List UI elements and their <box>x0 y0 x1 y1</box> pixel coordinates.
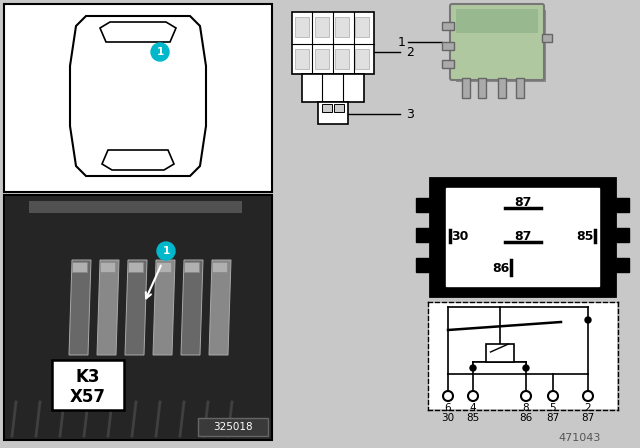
Bar <box>292 12 374 74</box>
Bar <box>156 262 171 272</box>
Bar <box>442 60 454 68</box>
Bar <box>212 262 227 272</box>
Bar <box>416 228 432 242</box>
Circle shape <box>151 43 169 61</box>
Circle shape <box>585 317 591 323</box>
Text: 325018: 325018 <box>213 422 253 432</box>
Bar <box>100 262 115 272</box>
Bar <box>442 22 454 30</box>
Bar <box>184 262 199 272</box>
Polygon shape <box>209 260 231 355</box>
Bar <box>442 42 454 50</box>
Bar <box>295 49 309 69</box>
Bar <box>315 49 329 69</box>
Bar <box>430 178 615 296</box>
Text: 471043: 471043 <box>559 433 601 443</box>
Text: 85: 85 <box>576 229 594 242</box>
Bar <box>462 78 470 98</box>
Bar <box>318 102 348 124</box>
Bar <box>4 4 272 192</box>
Circle shape <box>470 365 476 371</box>
Text: 87: 87 <box>581 413 595 423</box>
Text: 2: 2 <box>406 46 414 59</box>
Bar <box>355 49 369 69</box>
Text: X57: X57 <box>70 388 106 406</box>
Bar <box>322 104 332 112</box>
Bar <box>5 196 271 439</box>
Bar <box>456 9 538 33</box>
Bar <box>295 17 309 37</box>
Bar <box>355 17 369 37</box>
Text: 86: 86 <box>492 262 509 275</box>
Polygon shape <box>69 260 91 355</box>
Polygon shape <box>97 260 119 355</box>
Bar <box>72 262 87 272</box>
Text: 4: 4 <box>470 403 476 413</box>
Text: 87: 87 <box>514 195 531 208</box>
Text: 1: 1 <box>156 47 164 57</box>
Circle shape <box>157 242 175 260</box>
Bar <box>416 258 432 272</box>
Text: 2: 2 <box>585 403 591 413</box>
Bar <box>613 228 629 242</box>
FancyBboxPatch shape <box>450 4 544 80</box>
Bar <box>478 78 486 98</box>
Text: K3: K3 <box>76 368 100 386</box>
Bar <box>4 195 272 440</box>
Bar <box>429 303 617 409</box>
Bar <box>498 78 506 98</box>
Text: 8: 8 <box>523 403 529 413</box>
Bar <box>446 188 599 286</box>
Text: 3: 3 <box>406 108 414 121</box>
Text: 30: 30 <box>451 229 468 242</box>
Polygon shape <box>181 260 203 355</box>
Bar <box>128 262 143 272</box>
Circle shape <box>523 365 529 371</box>
Text: 87: 87 <box>547 413 559 423</box>
Bar <box>613 258 629 272</box>
Bar <box>29 201 242 213</box>
Polygon shape <box>153 260 175 355</box>
Text: 6: 6 <box>445 403 451 413</box>
Text: 85: 85 <box>467 413 479 423</box>
Circle shape <box>468 391 478 401</box>
Text: 1: 1 <box>398 35 406 48</box>
Text: 86: 86 <box>520 413 532 423</box>
Bar <box>456 10 546 82</box>
Circle shape <box>521 391 531 401</box>
Bar <box>302 74 364 102</box>
Circle shape <box>583 391 593 401</box>
Circle shape <box>443 391 453 401</box>
Bar <box>335 49 349 69</box>
Text: 1: 1 <box>163 246 170 256</box>
Text: 30: 30 <box>442 413 454 423</box>
Bar <box>486 344 513 362</box>
Bar <box>473 362 526 374</box>
Bar <box>516 78 524 98</box>
Bar <box>334 104 344 112</box>
Circle shape <box>548 391 558 401</box>
Bar <box>315 17 329 37</box>
Text: 5: 5 <box>550 403 556 413</box>
Bar <box>416 198 432 212</box>
Text: 87: 87 <box>514 229 531 242</box>
Bar <box>335 17 349 37</box>
Polygon shape <box>125 260 147 355</box>
Bar <box>613 198 629 212</box>
Bar <box>52 360 124 410</box>
Bar <box>542 34 552 42</box>
Bar <box>198 418 268 436</box>
